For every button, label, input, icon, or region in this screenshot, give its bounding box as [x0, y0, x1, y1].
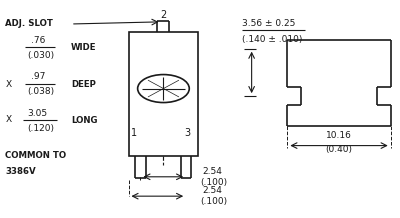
Text: 1: 1: [131, 128, 138, 138]
Text: 3: 3: [184, 128, 190, 138]
Text: 2.54: 2.54: [202, 167, 222, 176]
Text: DEEP: DEEP: [71, 80, 96, 89]
Text: (0.40): (0.40): [326, 145, 352, 154]
Text: (.120): (.120): [27, 124, 54, 133]
Text: 2: 2: [160, 10, 166, 20]
Text: 3.05: 3.05: [27, 109, 47, 118]
Text: 10.16: 10.16: [326, 131, 352, 140]
Text: ADJ. SLOT: ADJ. SLOT: [5, 19, 53, 29]
Text: COMMON TO: COMMON TO: [5, 151, 66, 160]
Bar: [128, 32, 198, 156]
Text: LONG: LONG: [71, 116, 98, 125]
Text: (.100): (.100): [200, 178, 227, 187]
Text: X: X: [5, 80, 12, 89]
Text: (.100): (.100): [200, 197, 227, 206]
Text: 3386V: 3386V: [5, 167, 36, 176]
Text: WIDE: WIDE: [71, 43, 96, 52]
Text: (.038): (.038): [27, 87, 54, 96]
Text: 2.54: 2.54: [202, 186, 222, 195]
Text: .76: .76: [31, 36, 46, 45]
Text: .97: .97: [31, 72, 46, 81]
Text: (.030): (.030): [27, 51, 54, 60]
Text: (.140 ± .010): (.140 ± .010): [242, 34, 302, 44]
Circle shape: [138, 75, 189, 102]
Text: 3.56 ± 0.25: 3.56 ± 0.25: [242, 19, 295, 29]
Text: X: X: [5, 115, 12, 124]
